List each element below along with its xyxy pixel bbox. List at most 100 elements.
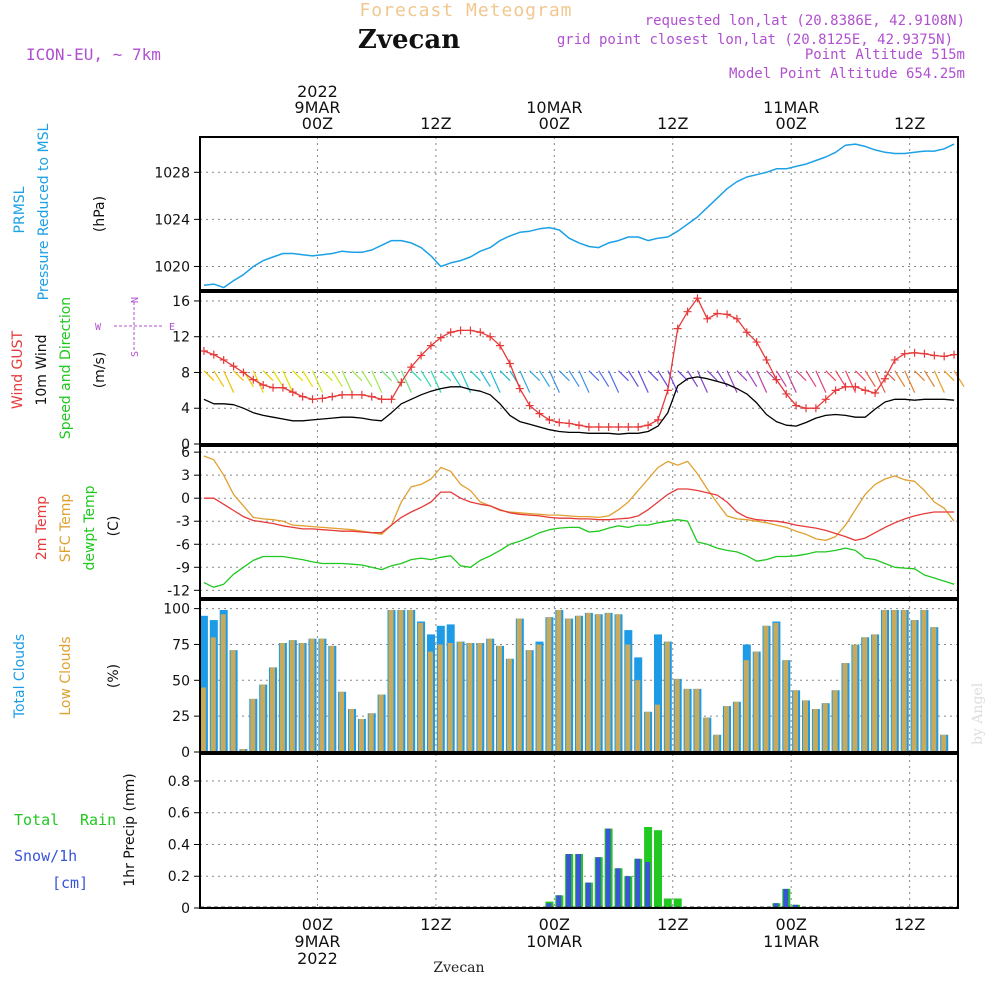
wind-arrow (943, 370, 955, 382)
wind-arrow (262, 370, 274, 382)
low-cloud-bar (882, 610, 887, 752)
bottom-time-label: 10MAR (526, 932, 582, 951)
t2m-line (203, 488, 955, 542)
precip-tick-label: 0.8 (168, 774, 190, 790)
pressure-unit: (hPa) (92, 196, 108, 232)
wind-arrow (884, 370, 896, 382)
wind-arrow (233, 370, 244, 382)
wind-gust-line (203, 297, 955, 428)
snow-bar (645, 862, 651, 908)
wind-arrow (292, 370, 304, 382)
low-cloud-bar (714, 734, 720, 752)
low-cloud-bar (793, 690, 799, 752)
gust-marker (910, 348, 919, 357)
model-name: ICON-EU, ~ 7km (26, 45, 161, 64)
gust-marker (229, 362, 238, 371)
point-altitude: Point Altitude 515m (805, 47, 965, 63)
low-cloud-bar (783, 660, 789, 752)
gust-marker (466, 326, 475, 335)
compass-w: W (95, 322, 102, 333)
low-cloud-bar (200, 687, 206, 752)
wind-arrow (766, 370, 777, 382)
precip-tick-label: 0.6 (168, 806, 190, 822)
low-cloud-bar (487, 638, 493, 752)
precip-unit: 1hr Precip (mm) (122, 773, 138, 886)
low-cloud-bar (743, 660, 749, 752)
dewpt-label: dewpt Temp (82, 485, 98, 570)
low-cloud-bar (724, 706, 729, 752)
pressure-frame (199, 136, 959, 291)
gust-marker (565, 419, 574, 428)
low-cloud-bar (595, 614, 601, 752)
sfc-label: SFC Temp (58, 494, 74, 563)
low-cloud-bar (911, 620, 917, 752)
grid-layer (200, 137, 958, 908)
low-cloud-bar (497, 645, 502, 752)
wind-tick-label: 0 (181, 437, 190, 453)
snow-bar (556, 895, 562, 908)
wind-arrow (746, 370, 758, 388)
wind-arrow (904, 370, 916, 393)
wind-arrow (489, 370, 501, 393)
gust-marker (496, 341, 505, 350)
requested-coords: requested lon,lat (20.8386E, 42.9108N) (645, 13, 965, 29)
low-cloud-bar (625, 644, 631, 752)
wind-arrow (647, 370, 659, 382)
gust-marker (673, 324, 682, 333)
wind-arrow (470, 370, 481, 382)
low-cloud-bar (733, 701, 739, 752)
low-cloud-bar (349, 709, 354, 752)
wind-arrow (282, 370, 294, 393)
gust-marker (476, 328, 485, 337)
wind-arrow (627, 370, 639, 388)
temp-tick-label: -6 (176, 537, 190, 553)
gust-marker (239, 368, 248, 377)
low-cloud-bar (339, 691, 345, 752)
low-cloud-bar (299, 643, 305, 752)
gust-marker (634, 423, 643, 432)
wind-arrow (657, 370, 669, 388)
low-cloud-bar (832, 690, 838, 752)
temp-unit: (C) (106, 516, 122, 537)
gust-marker (318, 394, 327, 403)
precip-tick-label: 0.4 (168, 837, 190, 853)
wind-tick-label: 8 (181, 365, 190, 381)
gust-marker (199, 347, 208, 356)
wind-label: 10m Wind (34, 334, 50, 405)
wind-arrow (687, 370, 699, 388)
wind-arrow (371, 370, 383, 393)
compass-n: N (130, 297, 141, 303)
low-cloud-bar (931, 627, 937, 752)
gust-marker (269, 383, 278, 392)
low-cloud-bar (664, 641, 670, 752)
clouds-unit: (%) (106, 664, 122, 688)
top-time-label: 12Z (657, 114, 688, 133)
compass-e: E (169, 322, 175, 333)
gridpoint-coords: grid point closest lon,lat (20.8125E, 42… (557, 32, 953, 48)
pressure-tick-label: 1020 (154, 259, 190, 275)
gust-marker (811, 404, 820, 413)
wind-arrow (825, 370, 837, 382)
wind-arrow (539, 370, 551, 388)
gust-marker (644, 421, 653, 430)
low-cloud-bar (684, 688, 690, 752)
wind-arrow (953, 370, 965, 388)
low-cloud-bar (516, 618, 522, 752)
low-cloud-bar (941, 734, 947, 752)
gust-marker (446, 328, 455, 337)
low-cloud-bar (862, 637, 868, 752)
wind-arrow (499, 370, 511, 382)
precip-panel-labels: Total Rain Snow/1h [cm] 1hr Precip (mm) (14, 773, 138, 892)
low-cloud-bar (812, 709, 818, 752)
clouds-tick-label: 50 (172, 673, 190, 689)
gust-marker (614, 423, 623, 432)
gust-marker (624, 423, 633, 432)
footer-location: Zvecan (433, 960, 484, 976)
snow-bar (625, 876, 631, 908)
gust-marker (397, 378, 406, 387)
wind-arrow (706, 370, 718, 382)
wind-arrow (785, 370, 797, 393)
clouds-tick-label: 0 (181, 745, 190, 761)
low-cloud-bar (891, 610, 897, 752)
